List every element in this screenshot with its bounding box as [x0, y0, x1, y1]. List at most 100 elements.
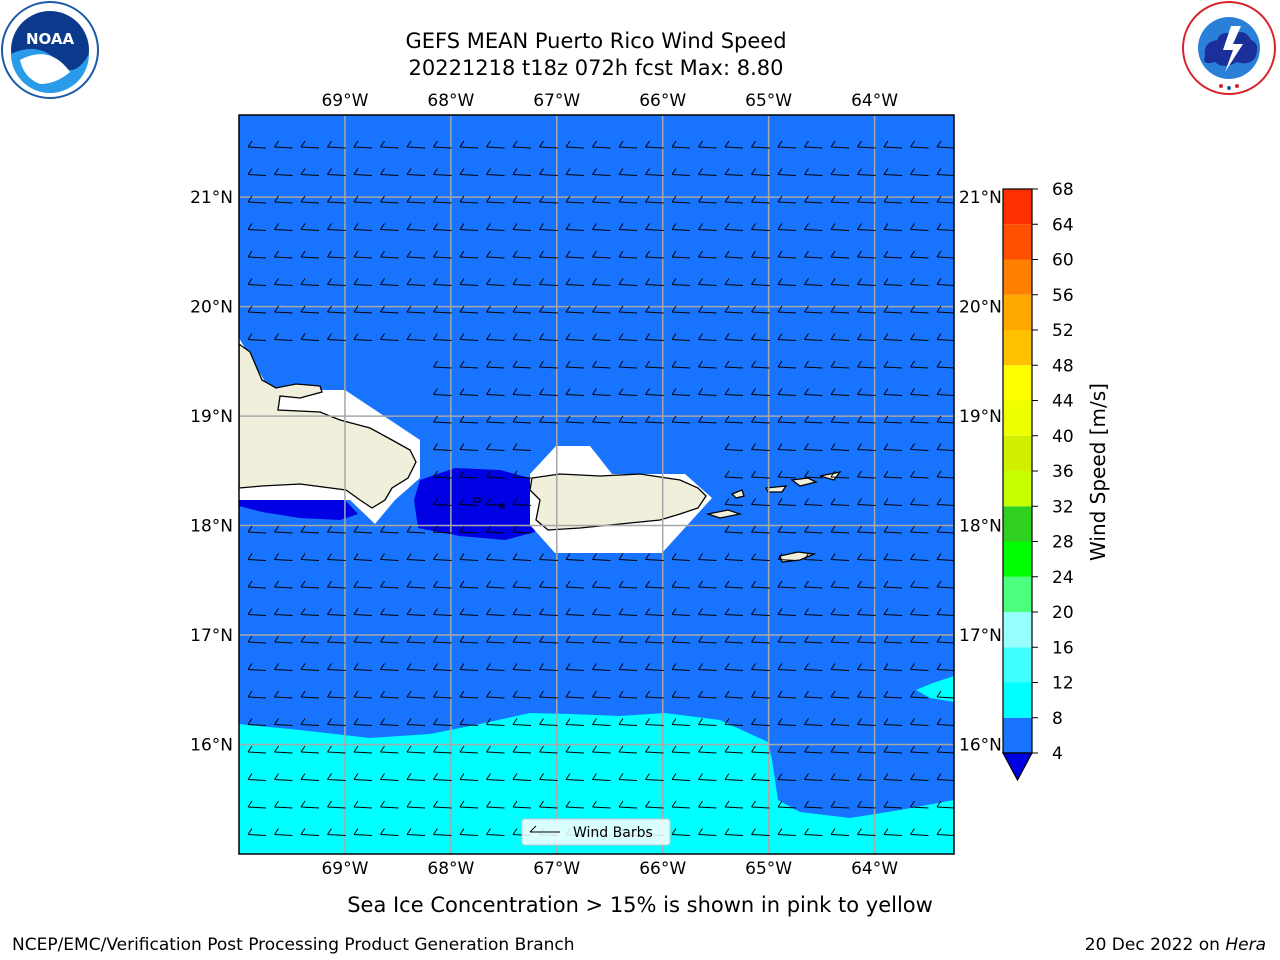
wind-barb: [883, 635, 903, 644]
wind-barb: [459, 195, 479, 204]
wind-barb: [936, 828, 954, 836]
wind-barb: [459, 580, 479, 589]
wind-barb: [698, 690, 717, 699]
wind-barb: [327, 663, 346, 671]
lon-label-top: 67°W: [533, 91, 580, 111]
wind-barb: [512, 250, 532, 259]
wind-barb: [671, 800, 691, 809]
wind-barb: [592, 333, 611, 341]
wind-barb: [724, 773, 744, 781]
wind-barb: [380, 223, 399, 231]
wind-barb: [751, 635, 770, 644]
wind-barb: [380, 553, 399, 561]
wind-barb: [565, 745, 585, 754]
wind-barb: [353, 223, 373, 231]
wind-barb: [512, 635, 532, 644]
wind-barb: [459, 553, 479, 561]
wind-barb: [380, 800, 399, 809]
wind-barb: [433, 223, 452, 231]
wind-barb: [380, 828, 399, 836]
wind-barb: [274, 800, 293, 809]
wind-barb: [433, 443, 452, 451]
wind-barb: [751, 415, 770, 424]
wind-barb: [857, 360, 876, 369]
wind-barb: [777, 553, 797, 561]
wind-barb: [883, 718, 903, 726]
wind-barb: [353, 553, 373, 561]
wind-barb: [539, 333, 558, 341]
wind-barb: [300, 718, 320, 726]
wind-barb: [645, 718, 664, 726]
wind-barb: [698, 718, 717, 726]
wind-barb: [539, 690, 558, 699]
footer-branch: NCEP/EMC/Verification Post Processing Pr…: [12, 935, 575, 955]
wind-barb: [751, 663, 770, 671]
wind-barb: [724, 470, 744, 479]
wind-barb: [883, 800, 903, 809]
wind-barb: [380, 278, 399, 286]
wind-barb: [724, 443, 744, 451]
wind-barb: [512, 388, 532, 396]
wind-barb: [857, 828, 876, 836]
wind-barb: [300, 690, 320, 699]
wind-barb: [380, 690, 399, 699]
wind-barb: [592, 800, 611, 809]
colorbar-bin: [1003, 717, 1032, 753]
wind-barb: [645, 250, 664, 259]
wind-barb: [433, 278, 452, 286]
wind-barb: [486, 745, 505, 754]
wind-barb: [433, 635, 452, 644]
wind-barb: [327, 525, 346, 534]
wind-barb: [300, 800, 320, 809]
wind-barb: [698, 278, 717, 286]
wind-barb: [724, 498, 744, 506]
wind-barb: [565, 168, 585, 176]
land-vieques: [705, 509, 743, 519]
wind-barb: [830, 250, 850, 259]
wind-barb: [830, 773, 850, 781]
wind-barb: [300, 140, 320, 149]
wind-barb: [592, 663, 611, 671]
wind-barb: [724, 333, 744, 341]
wind-barb: [486, 663, 505, 671]
wind-barb: [433, 470, 452, 479]
colorbar-tick-label: 20: [1052, 603, 1074, 623]
wind-barb: [883, 470, 903, 479]
wind-barb: [539, 580, 558, 589]
wind-barb: [406, 140, 426, 149]
wind-barb: [777, 195, 797, 204]
wind-barb: [671, 250, 691, 259]
wind-barb: [274, 608, 293, 616]
wind-barb: [883, 250, 903, 259]
wind-barb: [936, 223, 954, 231]
wind-barb: [698, 140, 717, 149]
wind-barb: [592, 718, 611, 726]
wind-barb: [910, 745, 929, 754]
wind-barb: [353, 690, 373, 699]
wind-barb: [804, 278, 823, 286]
wind-barb: [433, 195, 452, 204]
wind-barb: [327, 800, 346, 809]
wind-barb: [512, 168, 532, 176]
wind-barb: [830, 223, 850, 231]
wind-barb: [698, 305, 717, 314]
wind-barb: [512, 608, 532, 616]
wind-barb: [247, 828, 267, 836]
wind-barb: [380, 608, 399, 616]
wind-barb: [857, 635, 876, 644]
wind-barb: [486, 250, 505, 259]
wind-barb: [433, 388, 452, 396]
wind-barb: [671, 388, 691, 396]
wind-barb: [724, 800, 744, 809]
wind-barb: [618, 305, 638, 314]
wind-barb: [618, 360, 638, 369]
wind-barb: [618, 718, 638, 726]
wind-barb: [910, 443, 929, 451]
footer-date-text: 20 Dec 2022 on: [1085, 935, 1226, 955]
wind-barb: [857, 553, 876, 561]
wind-barb: [698, 800, 717, 809]
wind-barb: [777, 580, 797, 589]
wind-barb: [671, 773, 691, 781]
wind-barb: [751, 360, 770, 369]
wind-barb: [724, 525, 744, 534]
